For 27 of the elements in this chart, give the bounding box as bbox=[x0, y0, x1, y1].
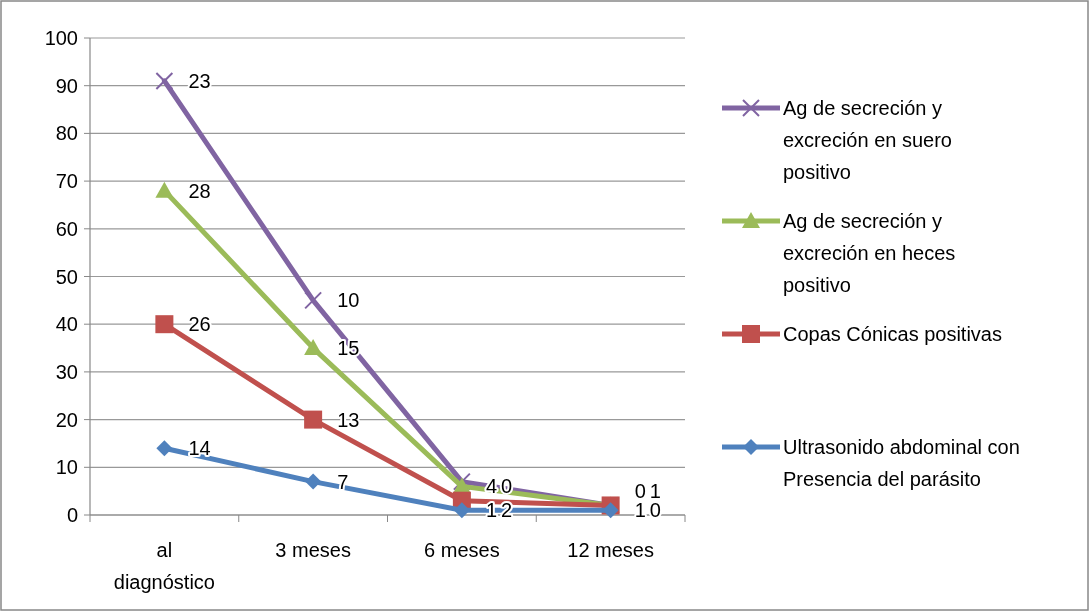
annotation: 13 bbox=[337, 408, 360, 431]
x-tick-label: 3 meses bbox=[275, 539, 351, 561]
y-tick-label: 20 bbox=[55, 408, 78, 431]
y-tick-label: 40 bbox=[55, 313, 78, 336]
annotation: 28 bbox=[188, 179, 211, 202]
y-tick-label: 50 bbox=[55, 265, 78, 288]
annotation: 23 bbox=[188, 69, 211, 92]
y-tick-label: 70 bbox=[55, 170, 78, 193]
y-tick-label: 30 bbox=[55, 360, 78, 383]
y-tick-label: 0 bbox=[66, 504, 78, 526]
annotation: 4 bbox=[485, 475, 497, 498]
legend-label: Copas Cónicas positivas bbox=[783, 323, 1002, 345]
annotation: 14 bbox=[188, 437, 211, 460]
x-tick-label: al diagnóstico bbox=[113, 539, 215, 593]
y-tick-label: 10 bbox=[55, 456, 78, 479]
annotation: 10 bbox=[337, 289, 360, 312]
x-tick-label: 12 meses bbox=[567, 539, 654, 561]
annotation: 0 bbox=[500, 475, 512, 498]
y-tick-label: 100 bbox=[44, 27, 78, 49]
y-tick-label: 80 bbox=[55, 122, 78, 145]
y-tick-label: 90 bbox=[55, 74, 78, 97]
legend-label: Ag de secreción y excreción en suero positivo bbox=[783, 97, 952, 183]
legend-label: Ultrasonido abdominal con Presencia del parásito bbox=[783, 436, 1020, 490]
legend-label: Ag de secreción y excreción en heces positivo bbox=[783, 210, 956, 296]
annotation: 26 bbox=[188, 313, 211, 336]
x-tick-label: 6 meses bbox=[424, 539, 500, 561]
y-tick-label: 60 bbox=[55, 217, 78, 240]
